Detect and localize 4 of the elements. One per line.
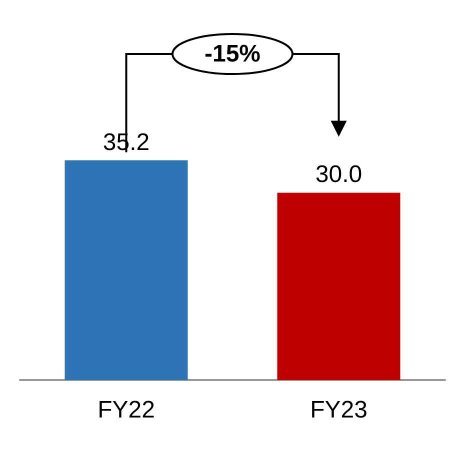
text: -15% (204, 40, 261, 68)
data-label: 30.0 (315, 161, 362, 188)
x-tick-label: FY22 (98, 396, 155, 424)
x-tick-label: FY23 (310, 396, 368, 424)
